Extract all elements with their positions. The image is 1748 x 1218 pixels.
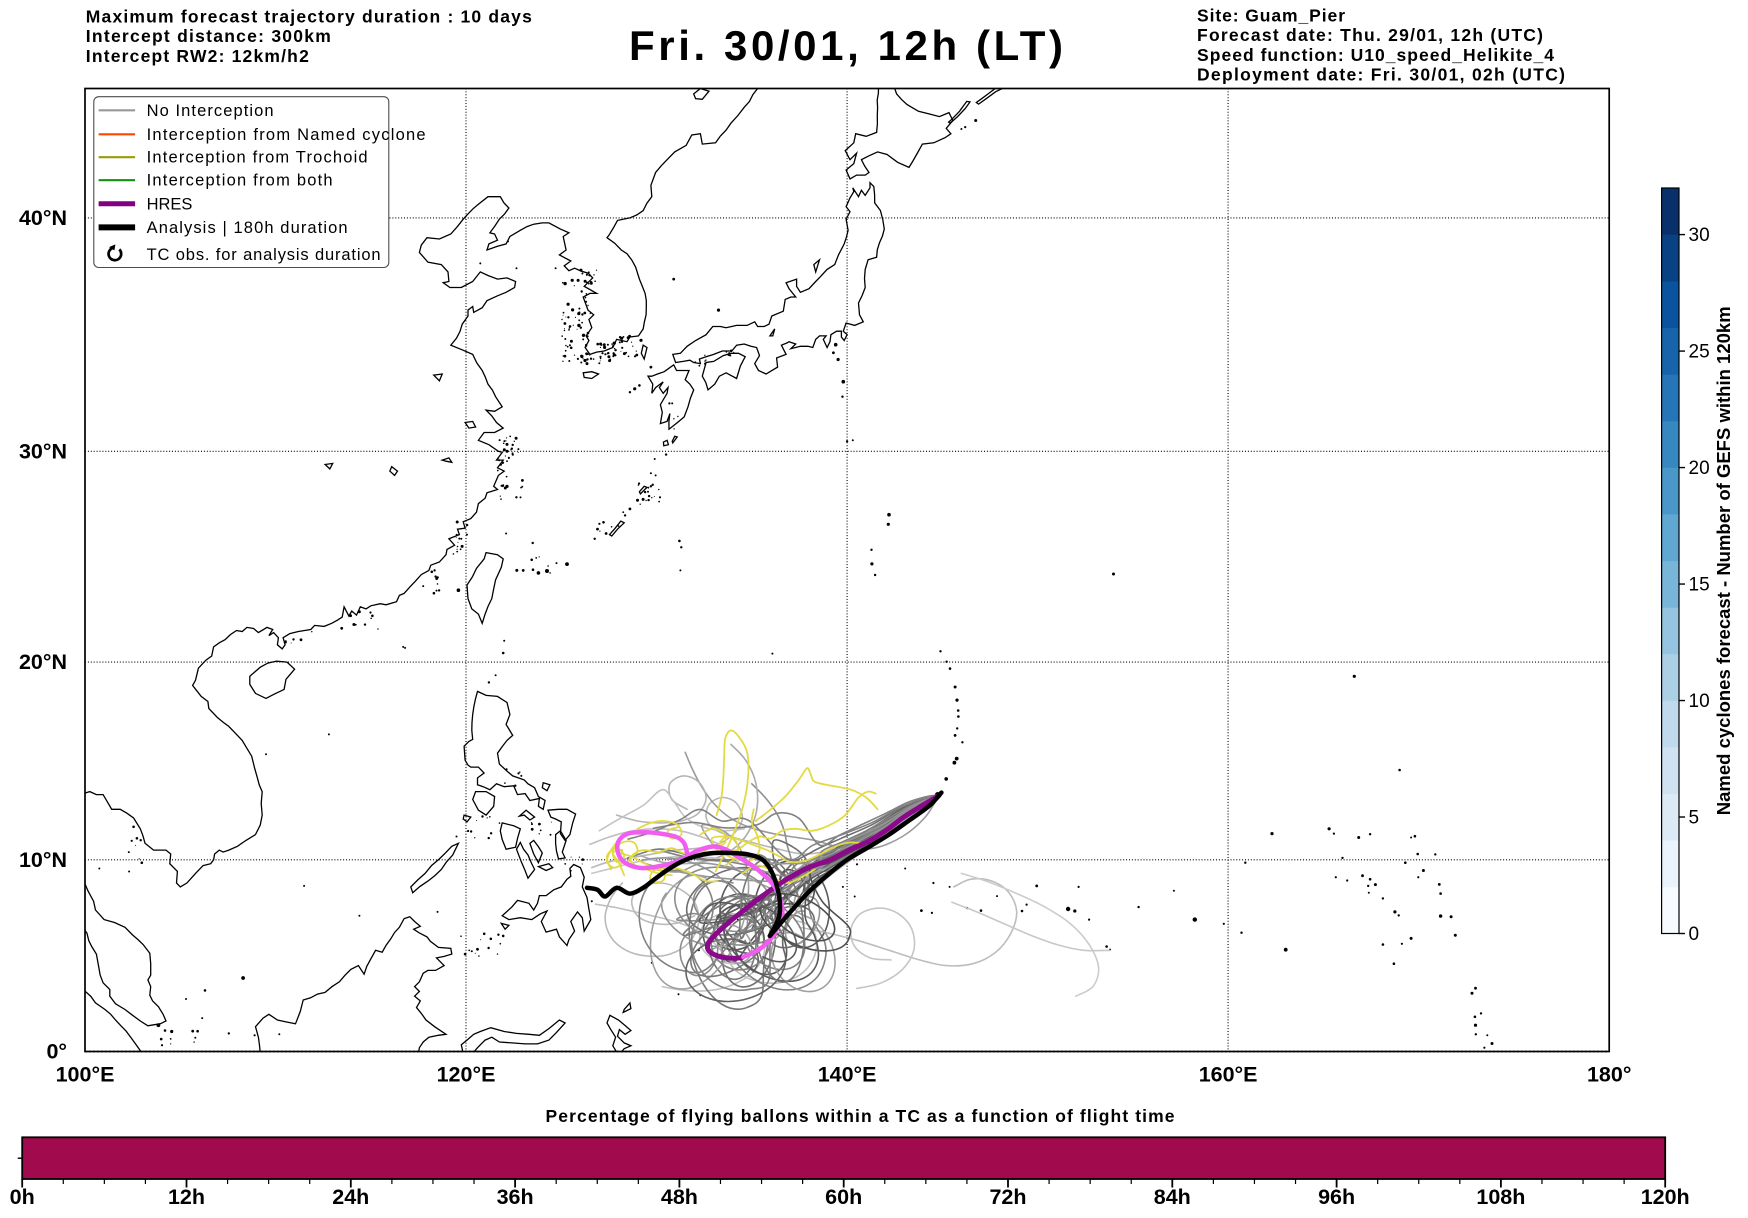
svg-text:140°E: 140°E [818, 1063, 877, 1087]
svg-text:20°N: 20°N [19, 650, 67, 674]
svg-text:Percentage of flying ballons w: Percentage of flying ballons within a TC… [546, 1106, 1175, 1126]
svg-text:180°: 180° [1587, 1063, 1631, 1087]
svg-text:Intercept distance: 300km: Intercept distance: 300km [86, 26, 331, 46]
svg-text:36h: 36h [497, 1185, 534, 1209]
svg-text:Site: Guam_Pier: Site: Guam_Pier [1197, 6, 1345, 26]
svg-text:Interception from both: Interception from both [147, 172, 333, 190]
svg-text:No Interception: No Interception [147, 102, 274, 120]
svg-text:Interception from Named cyclon: Interception from Named cyclone [147, 126, 426, 144]
svg-text:108h: 108h [1476, 1185, 1525, 1209]
svg-text:24h: 24h [332, 1185, 369, 1209]
svg-text:10°N: 10°N [19, 848, 67, 872]
svg-text:Interception from Trochoid: Interception from Trochoid [147, 149, 368, 167]
svg-text:60h: 60h [825, 1185, 862, 1209]
svg-text:Named cyclones forecast - Numb: Named cyclones forecast - Number of GEFS… [1713, 306, 1734, 815]
svg-text:25: 25 [1689, 342, 1710, 363]
svg-text:72h: 72h [989, 1185, 1026, 1209]
svg-text:120°E: 120°E [437, 1063, 496, 1087]
svg-text:96h: 96h [1318, 1185, 1355, 1209]
svg-text:Maximum forecast trajectory du: Maximum forecast trajectory duration : 1… [86, 7, 532, 27]
svg-text:HRES: HRES [147, 195, 193, 213]
svg-text:0°: 0° [46, 1040, 67, 1064]
svg-text:100°E: 100°E [56, 1063, 115, 1087]
svg-text:Intercept RW2: 12km/h2: Intercept RW2: 12km/h2 [86, 46, 309, 66]
svg-text:48h: 48h [661, 1185, 698, 1209]
svg-text:5: 5 [1689, 808, 1700, 829]
svg-text:12h: 12h [168, 1185, 205, 1209]
svg-text:Forecast date: Thu. 29/01, 12h: Forecast date: Thu. 29/01, 12h (UTC) [1197, 25, 1543, 45]
svg-text:84h: 84h [1154, 1185, 1191, 1209]
svg-text:40°N: 40°N [19, 206, 67, 230]
svg-text:Deployment date: Fri. 30/01, 0: Deployment date: Fri. 30/01, 02h (UTC) [1197, 65, 1565, 85]
svg-text:0h: 0h [10, 1185, 35, 1209]
svg-text:Analysis | 180h duration: Analysis | 180h duration [147, 219, 348, 237]
svg-text:30: 30 [1689, 225, 1710, 246]
svg-text:TC obs. for analysis duration: TC obs. for analysis duration [147, 246, 381, 264]
svg-text:10: 10 [1689, 691, 1710, 712]
svg-text:Speed function: U10_speed_Heli: Speed function: U10_speed_Helikite_4 [1197, 45, 1554, 65]
svg-text:15: 15 [1689, 575, 1710, 596]
svg-text:30°N: 30°N [19, 439, 67, 463]
svg-text:120h: 120h [1641, 1185, 1690, 1209]
svg-text:0: 0 [1689, 924, 1700, 945]
svg-text:20: 20 [1689, 458, 1710, 479]
svg-text:160°E: 160°E [1199, 1063, 1258, 1087]
